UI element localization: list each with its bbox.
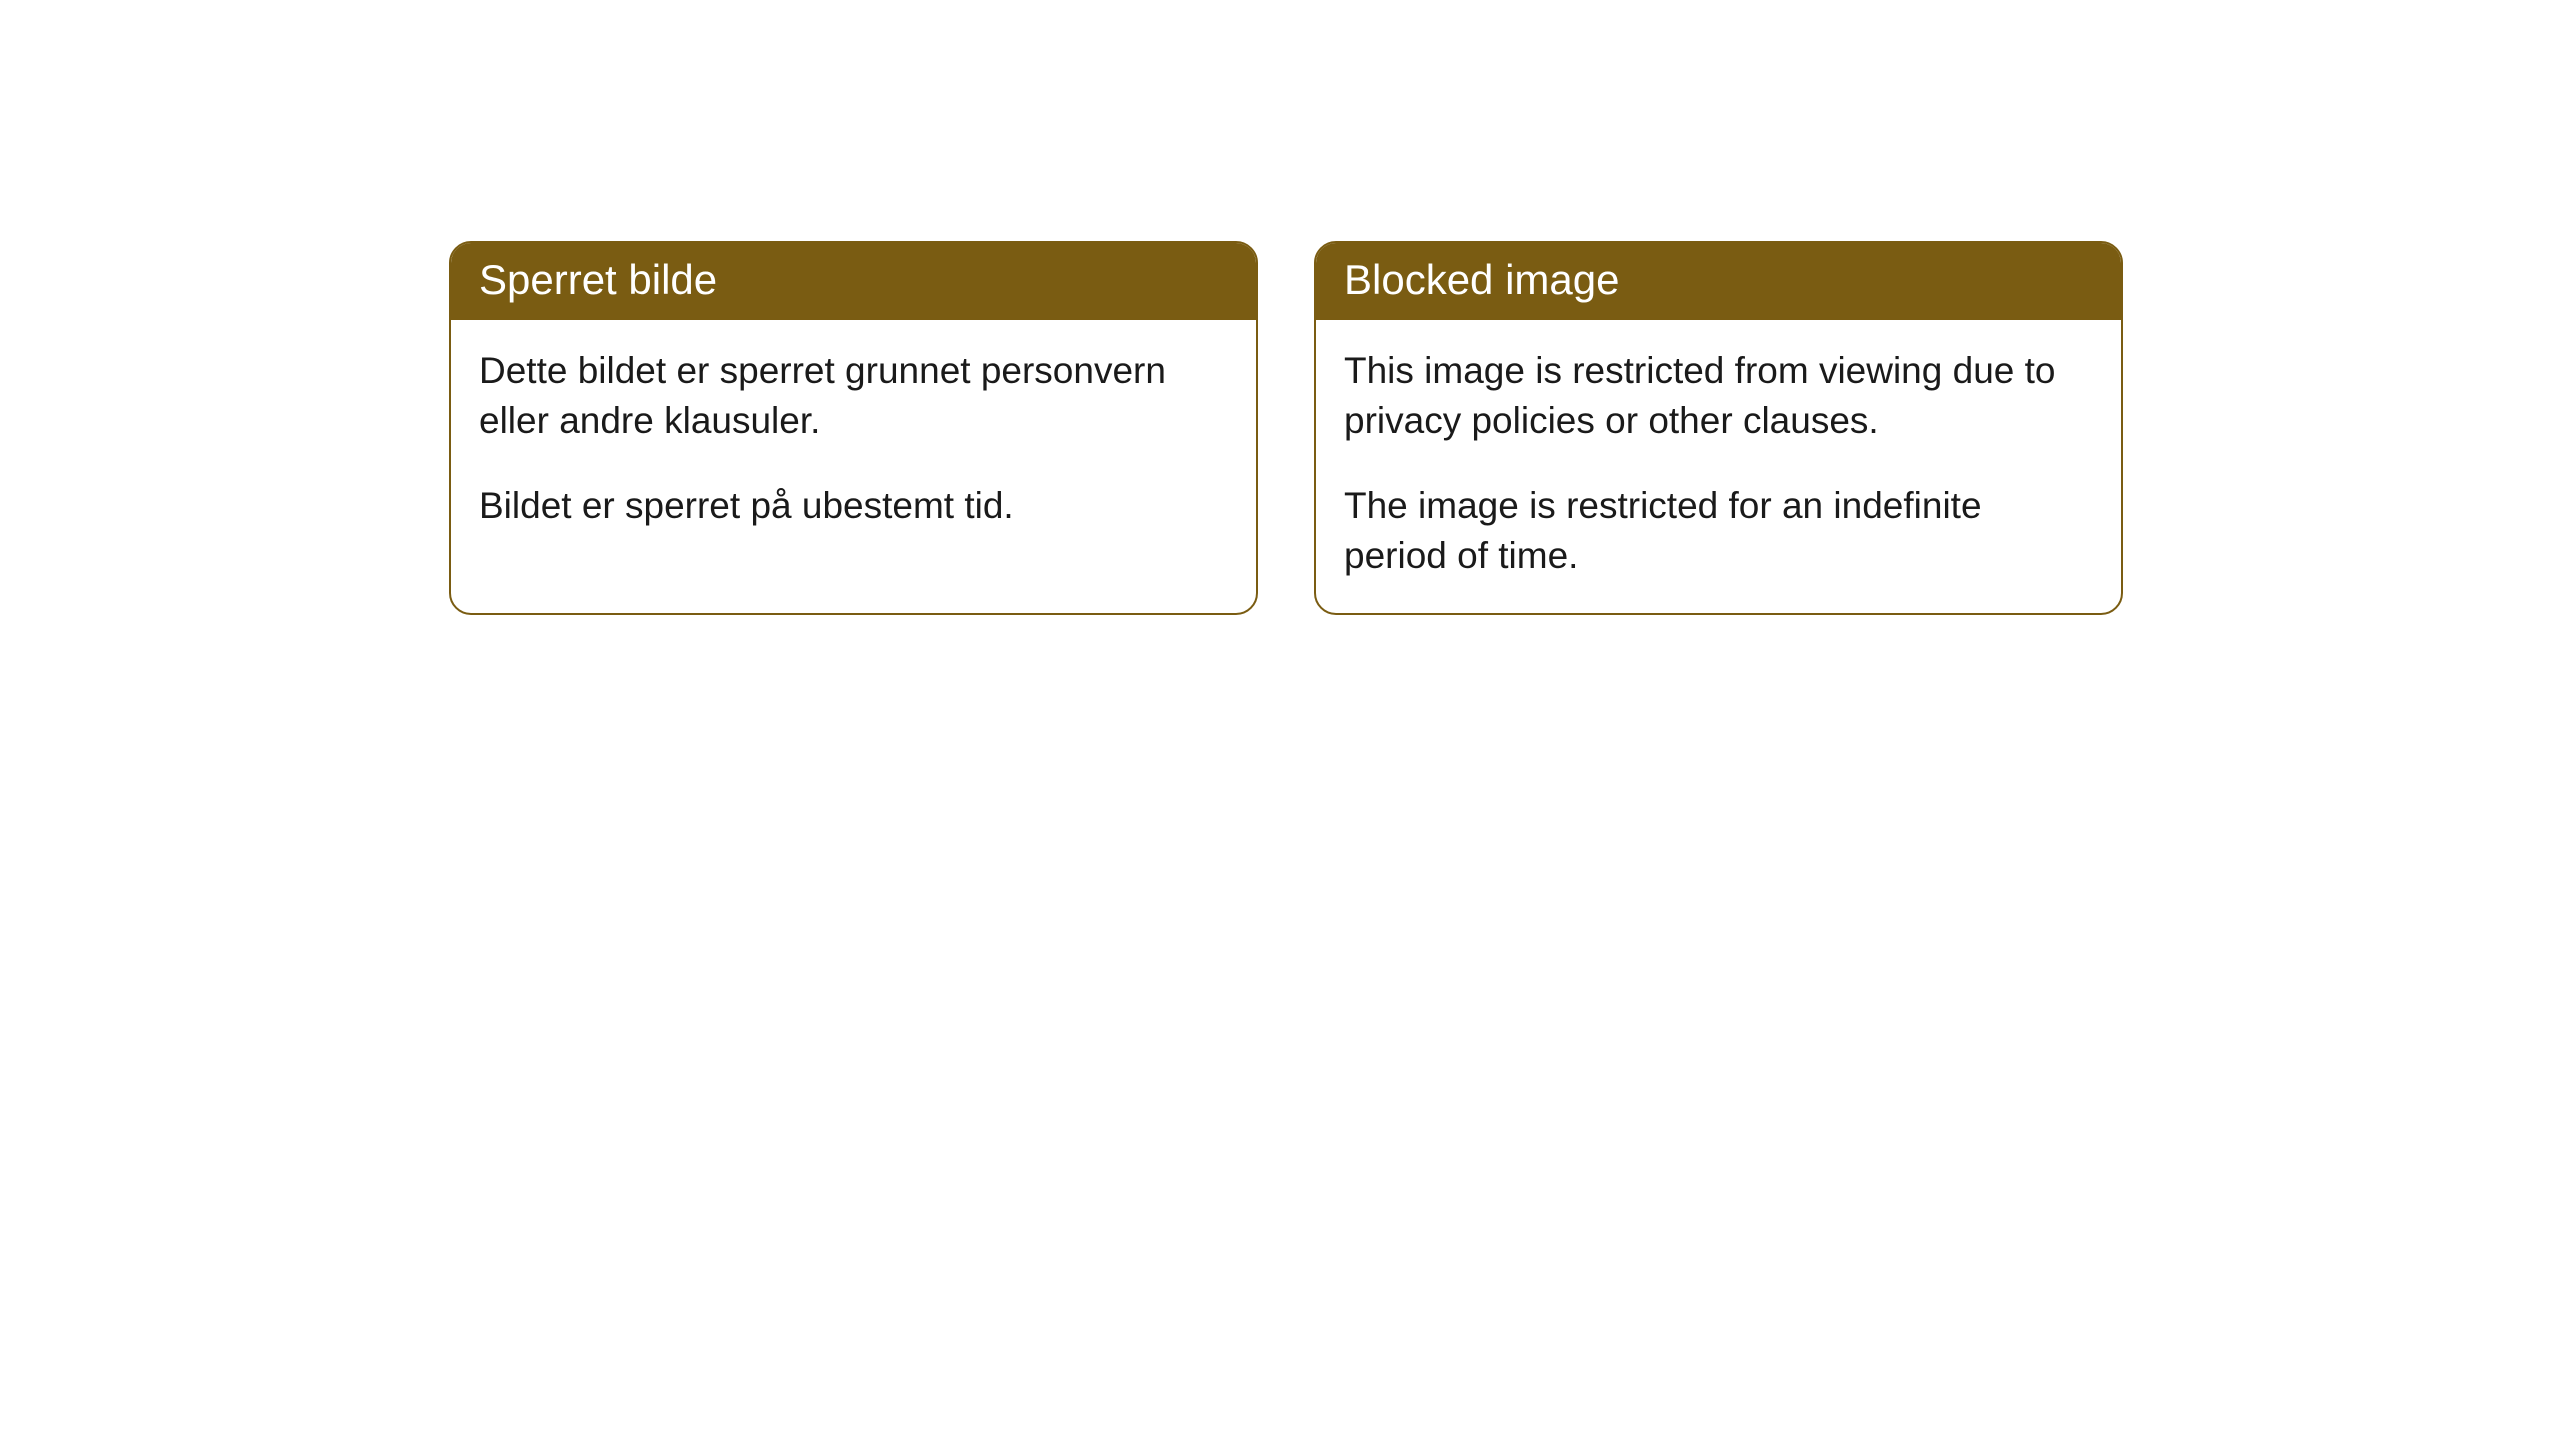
card-title: Sperret bilde	[479, 256, 717, 303]
card-paragraph: This image is restricted from viewing du…	[1344, 346, 2093, 446]
card-header: Sperret bilde	[451, 243, 1256, 320]
card-paragraph: Dette bildet er sperret grunnet personve…	[479, 346, 1228, 446]
card-paragraph: The image is restricted for an indefinit…	[1344, 481, 2093, 581]
cards-container: Sperret bilde Dette bildet er sperret gr…	[0, 0, 2560, 615]
card-title: Blocked image	[1344, 256, 1619, 303]
card-body: Dette bildet er sperret grunnet personve…	[451, 320, 1256, 564]
card-norwegian: Sperret bilde Dette bildet er sperret gr…	[449, 241, 1258, 615]
card-paragraph: Bildet er sperret på ubestemt tid.	[479, 481, 1228, 531]
card-body: This image is restricted from viewing du…	[1316, 320, 2121, 614]
card-english: Blocked image This image is restricted f…	[1314, 241, 2123, 615]
card-header: Blocked image	[1316, 243, 2121, 320]
